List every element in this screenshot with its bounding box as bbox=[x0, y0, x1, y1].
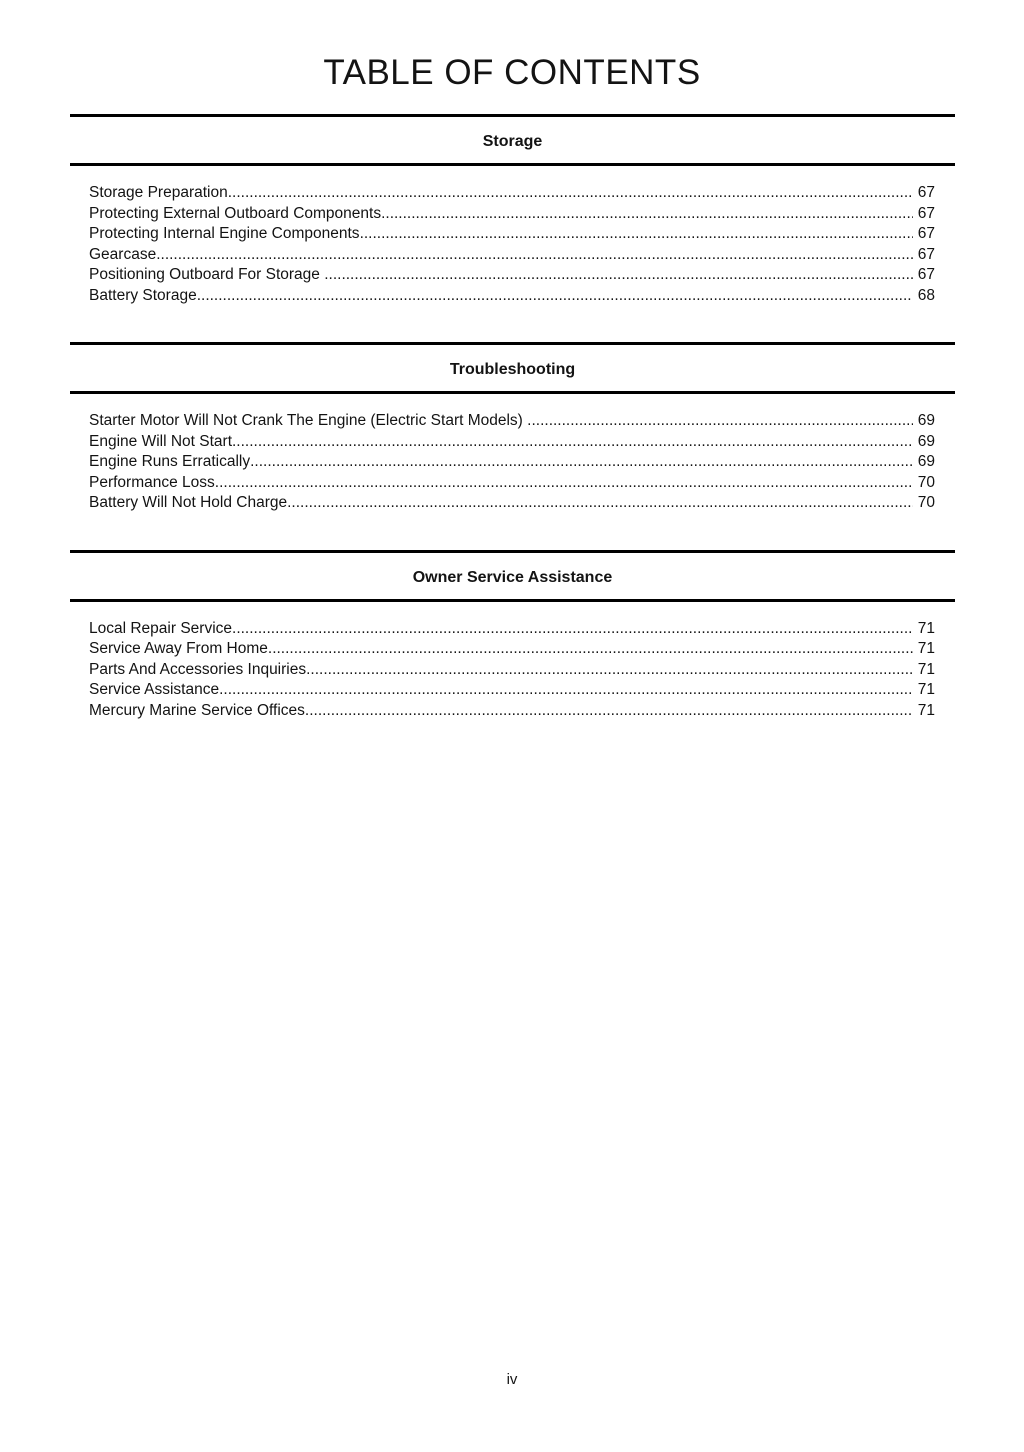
toc-entry-page-number: 70 bbox=[917, 473, 935, 491]
toc-entry-row: Service Assistance 71 bbox=[89, 680, 935, 701]
dot-leader bbox=[527, 411, 913, 432]
toc-entry-page-number: 68 bbox=[917, 286, 935, 304]
toc-entry-label: Mercury Marine Service Offices bbox=[89, 701, 305, 719]
toc-entry-page-number: 71 bbox=[917, 640, 935, 657]
section-heading: Storage bbox=[482, 133, 543, 150]
toc-entry-list: Starter Motor Will Not Crank The Engine … bbox=[70, 394, 955, 514]
toc-entry-row: Parts And Accessories Inquiries 71 bbox=[89, 660, 935, 681]
toc-entry-row: Battery Storage 68 bbox=[89, 286, 935, 307]
dot-leader bbox=[232, 432, 913, 453]
section-rule-bottom bbox=[70, 391, 955, 394]
toc-entry-page-number: 71 bbox=[917, 660, 935, 678]
toc-entry-row: Battery Will Not Hold Charge 70 bbox=[89, 493, 935, 514]
toc-entry-page-number: 70 bbox=[917, 494, 935, 511]
folio-page-number: iv bbox=[506, 1371, 518, 1388]
dot-leader bbox=[219, 680, 913, 701]
dot-leader bbox=[232, 619, 913, 640]
toc-entry-label: Parts And Accessories Inquiries bbox=[89, 660, 307, 678]
toc-section: Troubleshooting Starter Motor Will Not Cr… bbox=[70, 342, 955, 514]
section-rule-top bbox=[70, 549, 955, 553]
toc-entry-label: Storage Preparation bbox=[89, 184, 228, 201]
toc-entry-label: Protecting Internal Engine Components bbox=[89, 225, 360, 242]
dot-leader bbox=[287, 493, 913, 514]
dot-leader bbox=[268, 639, 913, 660]
toc-entry-label: Engine Runs Erratically bbox=[89, 453, 251, 470]
page-title: TABLE OF CONTENTS bbox=[323, 53, 701, 92]
toc-entry-row: Engine Will Not Start 69 bbox=[89, 432, 935, 453]
section-heading: Owner Service Assistance bbox=[412, 568, 613, 586]
dot-leader bbox=[197, 286, 913, 307]
toc-entry-row: Engine Runs Erratically 69 bbox=[89, 452, 935, 473]
toc-entry-page-number: 67 bbox=[917, 245, 935, 263]
toc-entry-label: Gearcase bbox=[89, 245, 157, 263]
toc-entry-label: Service Assistance bbox=[89, 681, 220, 698]
toc-entry-row: Storage Preparation 67 bbox=[89, 183, 935, 204]
dot-leader bbox=[360, 224, 913, 245]
dot-leader bbox=[215, 473, 913, 494]
toc-entry-page-number: 69 bbox=[917, 432, 935, 450]
section-heading: Troubleshooting bbox=[449, 361, 576, 378]
toc-entry-label: Service Away From Home bbox=[89, 640, 268, 657]
toc-entry-row: Protecting Internal Engine Components 67 bbox=[89, 224, 935, 245]
toc-entry-list: Local Repair Service71Service Away From … bbox=[70, 602, 955, 722]
toc-entry-page-number: 69 bbox=[917, 453, 935, 470]
toc-entry-row: Gearcase 67 bbox=[89, 245, 935, 266]
toc-entry-page-number: 71 bbox=[917, 701, 935, 719]
dot-leader bbox=[306, 660, 913, 681]
toc-entry-label: Protecting External Outboard Components bbox=[89, 204, 382, 222]
toc-entry-list: Storage Preparation67Protecting External… bbox=[70, 166, 955, 306]
toc-entry-row: Starter Motor Will Not Crank The Engine … bbox=[89, 411, 935, 432]
toc-entry-row: Service Away From Home 71 bbox=[89, 639, 935, 660]
section-rule-bottom bbox=[70, 598, 955, 602]
toc-entry-row: Local Repair Service 71 bbox=[89, 619, 935, 640]
dot-leader bbox=[156, 245, 913, 266]
toc-entry-page-number: 67 bbox=[917, 184, 935, 201]
toc-entry-page-number: 71 bbox=[917, 681, 935, 698]
toc-entry-label: Positioning Outboard For Storage bbox=[89, 266, 325, 283]
toc-entry-label: Engine Will Not Start bbox=[89, 432, 232, 450]
section-rule-top bbox=[70, 114, 955, 117]
toc-entry-row: Performance Loss 70 bbox=[89, 473, 935, 494]
toc-entry-row: Positioning Outboard For Storage 67 bbox=[89, 265, 935, 286]
toc-entry-page-number: 67 bbox=[917, 266, 935, 283]
dot-leader bbox=[324, 265, 913, 286]
toc-entry-page-number: 71 bbox=[917, 619, 935, 637]
section-rule-bottom bbox=[70, 163, 955, 166]
toc-entry-row: Protecting External Outboard Components 6… bbox=[89, 204, 935, 225]
toc-entry-label: Battery Storage bbox=[89, 286, 197, 304]
toc-section: Owner Service Assistance Local Repair Ser… bbox=[70, 549, 955, 722]
toc-entry-label: Starter Motor Will Not Crank The Engine … bbox=[89, 412, 528, 429]
toc-entry-label: Performance Loss bbox=[89, 473, 215, 491]
toc-entry-page-number: 69 bbox=[917, 412, 935, 429]
section-rule-top bbox=[70, 342, 955, 345]
dot-leader bbox=[305, 701, 913, 722]
dot-leader bbox=[228, 183, 913, 204]
dot-leader bbox=[250, 452, 913, 473]
toc-entry-label: Local Repair Service bbox=[89, 619, 233, 637]
toc-entry-row: Mercury Marine Service Offices 71 bbox=[89, 701, 935, 722]
dot-leader bbox=[381, 204, 913, 225]
toc-entry-page-number: 67 bbox=[917, 225, 935, 242]
toc-entry-label: Battery Will Not Hold Charge bbox=[89, 494, 288, 511]
toc-entry-page-number: 67 bbox=[917, 204, 935, 222]
